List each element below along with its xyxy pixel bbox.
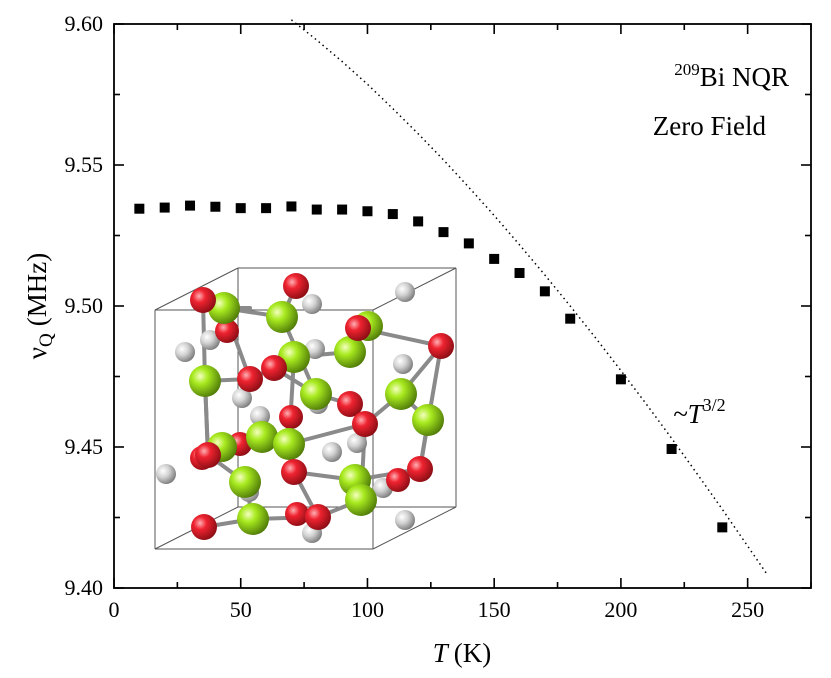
y-tick-label: 9.40 [65,575,104,600]
y-tick-label: 9.60 [65,11,104,36]
data-point [413,216,424,227]
data-point [286,201,297,212]
data-point [438,227,449,238]
axis-ticks [113,23,812,589]
data-point [666,443,677,454]
x-tick-label: 150 [478,597,511,622]
y-tick-label: 9.45 [65,434,104,459]
data-points [134,200,728,533]
y-axis-unit: (MHz) [22,253,52,326]
x-tick-label: 250 [731,597,764,622]
data-point [565,313,576,324]
field-label: Zero Field [653,111,767,141]
data-point [539,286,550,297]
data-point [134,203,145,214]
crystal-structure-inset [154,267,457,550]
data-point [489,253,500,264]
y-axis-symbol: ν [22,347,52,359]
x-tick-label: 0 [109,597,120,622]
y-tick-label: 9.55 [65,152,104,177]
data-point [514,268,525,279]
data-point [261,203,272,214]
x-tick-label: 100 [351,597,384,622]
x-tick-label: 50 [230,597,252,622]
data-point [337,204,348,215]
y-axis-title: νQ (MHz) [22,253,57,359]
nucleus-mass: 209 [674,60,700,79]
y-tick-label: 9.50 [65,293,104,318]
data-point [185,200,196,211]
data-point [210,201,221,212]
power-law-exponent: 3/2 [703,395,726,415]
data-point [387,209,398,220]
tick-labels: 0 50 100 150 200 250 9.40 9.45 9.50 9.55 9.60 [65,11,765,622]
power-law-prefix: ~T [673,399,705,429]
data-point [311,204,322,215]
x-axis-var: T [433,638,450,668]
data-point [717,522,728,533]
x-tick-label: 200 [604,597,637,622]
data-point [235,203,246,214]
y-axis-subscript: Q [36,333,57,347]
data-point [463,238,474,249]
data-point [362,206,373,217]
data-point [159,202,170,213]
power-law-fit-line [290,19,769,577]
x-axis-unit: (K) [454,638,491,668]
data-point [615,374,626,385]
power-law-label: ~T3/2 [673,395,726,429]
nucleus-text: Bi NQR [700,62,789,92]
x-axis-title: T (K) [433,638,492,668]
nqr-label: 209Bi NQR [674,60,789,92]
